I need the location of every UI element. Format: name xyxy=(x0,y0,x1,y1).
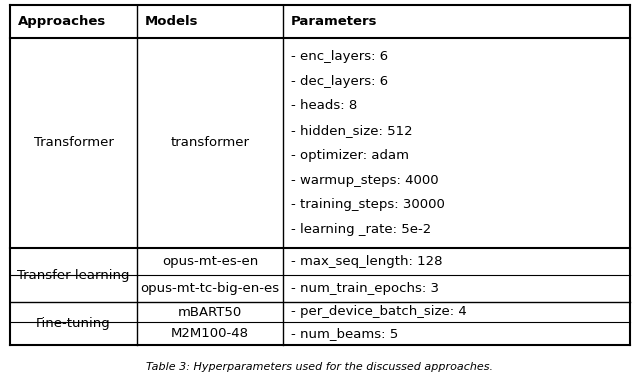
Text: Parameters: Parameters xyxy=(291,15,378,28)
Text: - max_seq_length: 128: - max_seq_length: 128 xyxy=(291,255,442,268)
Text: Table 3: Hyperparameters used for the discussed approaches.: Table 3: Hyperparameters used for the di… xyxy=(147,362,493,372)
Text: - heads: 8: - heads: 8 xyxy=(291,99,357,113)
Text: Transfer learning: Transfer learning xyxy=(17,268,130,282)
Text: mBART50: mBART50 xyxy=(178,305,242,318)
Text: - num_train_epochs: 3: - num_train_epochs: 3 xyxy=(291,282,439,295)
Text: M2M100-48: M2M100-48 xyxy=(171,327,249,340)
Text: Models: Models xyxy=(145,15,198,28)
Text: Transformer: Transformer xyxy=(34,136,113,149)
Text: - training_steps: 30000: - training_steps: 30000 xyxy=(291,198,445,211)
Text: Approaches: Approaches xyxy=(18,15,106,28)
Text: - hidden_size: 512: - hidden_size: 512 xyxy=(291,124,412,137)
Text: - learning _rate: 5e-2: - learning _rate: 5e-2 xyxy=(291,223,431,236)
Text: transformer: transformer xyxy=(170,136,250,149)
Text: - dec_layers: 6: - dec_layers: 6 xyxy=(291,75,388,88)
Text: Fine-tuning: Fine-tuning xyxy=(36,317,111,330)
Text: - per_device_batch_size: 4: - per_device_batch_size: 4 xyxy=(291,305,467,318)
Text: - enc_layers: 6: - enc_layers: 6 xyxy=(291,50,388,63)
Text: - optimizer: adam: - optimizer: adam xyxy=(291,149,409,162)
Text: - num_beams: 5: - num_beams: 5 xyxy=(291,327,398,340)
Text: - warmup_steps: 4000: - warmup_steps: 4000 xyxy=(291,174,438,186)
Text: opus-mt-tc-big-en-es: opus-mt-tc-big-en-es xyxy=(140,282,280,295)
Text: opus-mt-es-en: opus-mt-es-en xyxy=(162,255,258,268)
